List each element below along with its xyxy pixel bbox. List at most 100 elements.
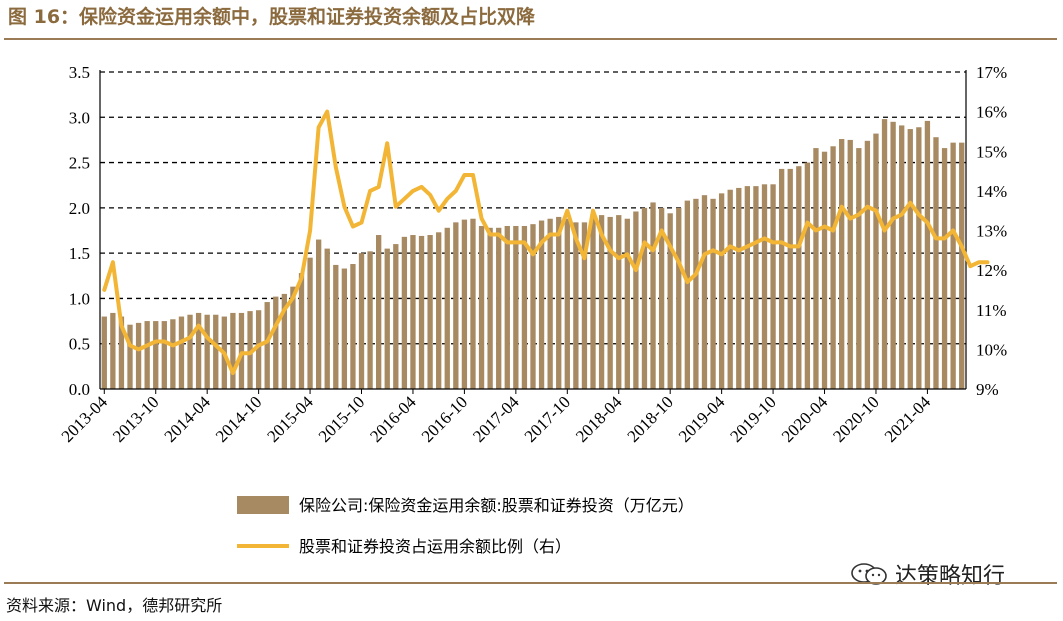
bar	[718, 193, 725, 389]
right-tick-label: 14%	[976, 182, 1007, 201]
x-tick-label: 2014-10	[212, 392, 266, 446]
line-series	[102, 109, 990, 376]
bar	[830, 146, 836, 389]
bar	[393, 244, 399, 389]
bar	[684, 200, 690, 389]
bar	[161, 321, 167, 389]
bar	[144, 321, 150, 389]
x-tick-label: 2020-10	[829, 392, 883, 446]
bar	[856, 148, 862, 389]
bar	[461, 219, 468, 389]
x-tick-label: 2013-10	[109, 392, 163, 446]
right-tick-label: 10%	[976, 340, 1007, 359]
x-tick-label: 2015-10	[315, 392, 369, 446]
bar	[907, 129, 913, 389]
bar	[701, 195, 708, 389]
bar	[624, 218, 630, 389]
x-tick-label: 2018-10	[624, 392, 678, 446]
bar	[676, 207, 682, 389]
bar	[135, 322, 142, 389]
chart: 0.0 0.5 1.0 1.5 2.0 2.5 3.0 3.5 9% 10% 11% 12% 13% 1…	[58, 63, 1008, 556]
left-tick-label: 2.0	[69, 199, 90, 218]
bar	[727, 189, 733, 389]
x-tick-label: 2018-04	[572, 392, 626, 446]
right-tick-label: 15%	[976, 142, 1007, 161]
bar	[607, 216, 613, 389]
bar	[315, 239, 322, 389]
legend-line-label: 股票和证券投资占运用余额比例（右）	[299, 537, 571, 556]
bar	[881, 119, 888, 390]
bar	[770, 184, 776, 389]
bar	[178, 316, 185, 389]
bar	[333, 264, 339, 389]
bar	[418, 235, 425, 389]
bar	[153, 321, 159, 389]
bar	[350, 264, 356, 389]
bar	[358, 253, 365, 389]
x-tick-label: 2021-04	[881, 392, 935, 446]
bar	[598, 215, 605, 389]
bar	[804, 162, 811, 389]
bar	[238, 312, 245, 389]
bar	[195, 312, 202, 389]
x-tick-label: 2020-04	[778, 392, 832, 446]
bar	[255, 310, 262, 389]
bar	[787, 168, 793, 389]
right-tick-label: 13%	[976, 222, 1007, 241]
bar	[204, 314, 210, 389]
bar	[281, 293, 288, 389]
bar	[530, 224, 536, 389]
bar	[573, 222, 579, 389]
bar	[873, 133, 879, 389]
left-tick-label: 0.0	[69, 380, 90, 399]
left-axis-ticks: 0.0 0.5 1.0 1.5 2.0 2.5 3.0 3.5	[69, 63, 90, 399]
bar	[170, 319, 176, 389]
source-note: 资料来源：Wind，德邦研究所	[6, 596, 223, 615]
x-tick-label: 2017-04	[469, 392, 523, 446]
bar	[436, 232, 442, 389]
bar	[916, 127, 922, 390]
source-rule	[4, 582, 1057, 584]
bar	[513, 225, 519, 389]
x-axis-ticks: 2013-042013-102014-042014-102015-042015-…	[58, 389, 935, 446]
bar	[324, 248, 330, 389]
bar	[753, 186, 759, 389]
bar	[933, 137, 939, 389]
bar	[453, 222, 459, 389]
bar	[778, 168, 785, 389]
x-tick-label: 2016-04	[366, 392, 420, 446]
bar	[847, 139, 853, 389]
bar	[693, 198, 699, 389]
watermark-text: 达策略知行	[895, 564, 1006, 589]
title-rule	[4, 38, 1057, 40]
bar	[478, 225, 485, 389]
bar	[127, 324, 133, 389]
bar	[633, 211, 639, 389]
left-tick-label: 3.5	[69, 63, 90, 82]
gridlines	[100, 71, 966, 345]
legend-bar-swatch	[237, 496, 289, 514]
bar	[410, 235, 416, 389]
bar	[504, 225, 510, 389]
bar	[496, 227, 502, 389]
bar	[230, 312, 236, 389]
bar	[367, 251, 373, 389]
bar	[307, 257, 313, 389]
legend: 保险公司:保险资金运用余额:股票和证券投资（万亿元） 股票和证券投资占运用余额比…	[237, 496, 694, 556]
bar	[427, 235, 433, 389]
bar	[924, 120, 931, 389]
bar	[959, 142, 965, 389]
bar	[470, 218, 476, 389]
x-tick-label: 2019-10	[726, 392, 780, 446]
right-tick-label: 11%	[976, 301, 1007, 320]
bar	[273, 296, 279, 389]
bar	[899, 125, 905, 390]
bar	[616, 215, 622, 389]
bar	[556, 216, 562, 389]
watermark: 达策略知行	[849, 558, 1005, 590]
left-tick-label: 1.5	[69, 244, 90, 263]
x-tick-label: 2017-10	[521, 392, 575, 446]
bar	[487, 227, 493, 389]
bar	[590, 214, 596, 389]
bar	[118, 316, 125, 389]
